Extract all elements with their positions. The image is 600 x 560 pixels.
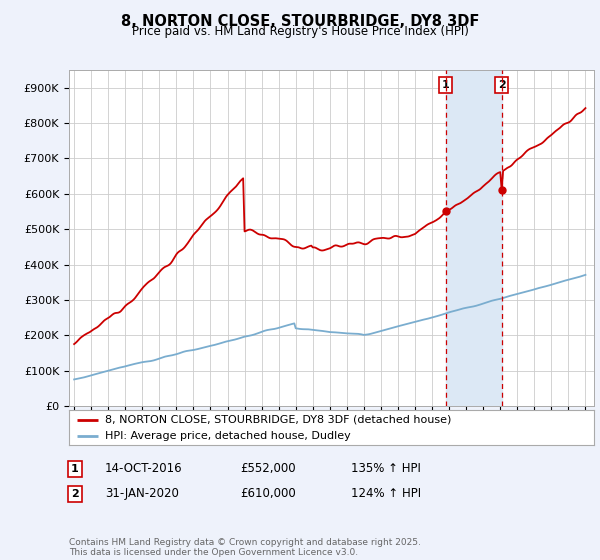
Text: 8, NORTON CLOSE, STOURBRIDGE, DY8 3DF: 8, NORTON CLOSE, STOURBRIDGE, DY8 3DF <box>121 14 479 29</box>
Text: 14-OCT-2016: 14-OCT-2016 <box>105 462 182 475</box>
Text: £610,000: £610,000 <box>240 487 296 501</box>
Text: 2: 2 <box>498 80 505 90</box>
Text: 135% ↑ HPI: 135% ↑ HPI <box>351 462 421 475</box>
Text: 1: 1 <box>442 80 449 90</box>
Text: £552,000: £552,000 <box>240 462 296 475</box>
Text: Price paid vs. HM Land Registry's House Price Index (HPI): Price paid vs. HM Land Registry's House … <box>131 25 469 38</box>
Text: 2: 2 <box>71 489 79 499</box>
Text: 8, NORTON CLOSE, STOURBRIDGE, DY8 3DF (detached house): 8, NORTON CLOSE, STOURBRIDGE, DY8 3DF (d… <box>105 415 451 425</box>
Text: 1: 1 <box>71 464 79 474</box>
Text: 31-JAN-2020: 31-JAN-2020 <box>105 487 179 501</box>
Text: Contains HM Land Registry data © Crown copyright and database right 2025.
This d: Contains HM Land Registry data © Crown c… <box>69 538 421 557</box>
Text: HPI: Average price, detached house, Dudley: HPI: Average price, detached house, Dudl… <box>105 431 350 441</box>
Bar <box>446 70 502 406</box>
Text: 124% ↑ HPI: 124% ↑ HPI <box>351 487 421 501</box>
